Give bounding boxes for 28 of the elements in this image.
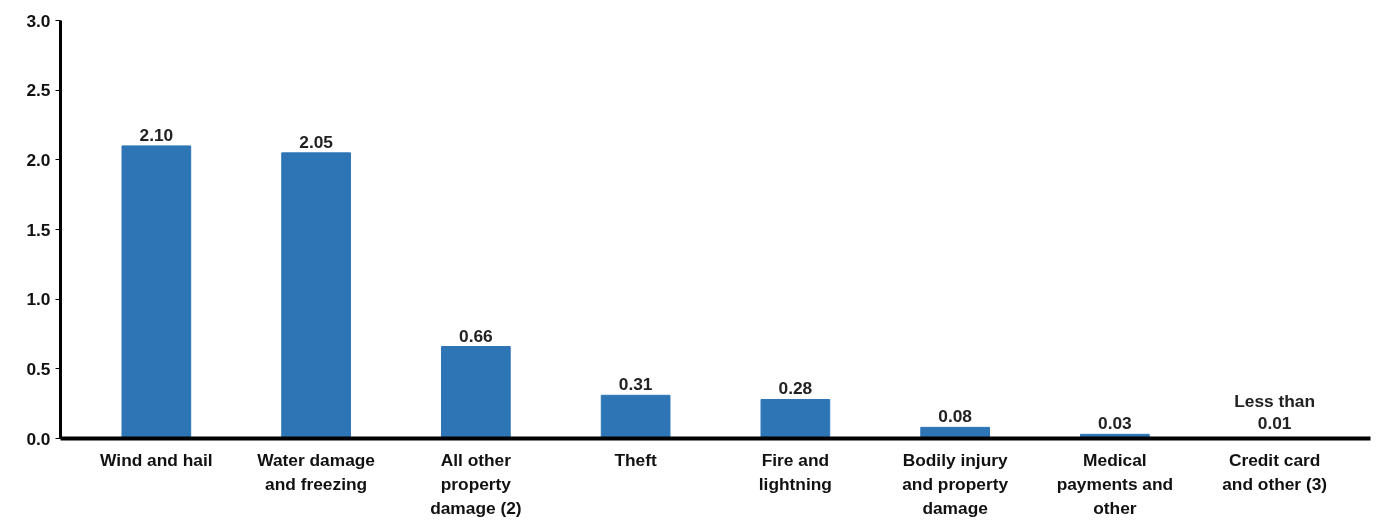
data-label: 2.10 — [139, 124, 174, 145]
data-label: 0.08 — [938, 406, 973, 427]
x-tick-label: Medical payments and other — [1056, 449, 1174, 518]
y-tick-label: 0.0 — [26, 428, 51, 449]
x-tick-label: Wind and hail — [100, 449, 213, 470]
data-label: 0.31 — [618, 374, 653, 395]
y-tick-label: 1.5 — [26, 219, 51, 240]
x-tick-label: All other property damage (2) — [430, 449, 522, 518]
y-tick-label: 1.0 — [26, 289, 51, 310]
data-label: 0.66 — [459, 325, 494, 346]
bar — [600, 394, 671, 439]
bar — [760, 398, 831, 439]
data-label: 2.05 — [299, 131, 334, 152]
bar — [121, 145, 192, 439]
y-tick-label: 0.5 — [26, 358, 51, 379]
y-tick-label: 3.0 — [26, 10, 51, 31]
x-tick-label: Fire and lightning — [758, 449, 832, 494]
bar — [441, 346, 511, 439]
x-tick-label: Credit card and other (3) — [1222, 449, 1328, 494]
y-tick-label: 2.5 — [26, 80, 51, 101]
bar — [281, 152, 351, 439]
x-tick-label: Water damage and freezing — [257, 449, 376, 494]
x-tick-label: Theft — [614, 449, 658, 470]
y-tick-label: 2.0 — [26, 149, 51, 170]
data-label: 0.03 — [1098, 413, 1133, 434]
data-label: 0.28 — [778, 378, 813, 399]
x-tick-label: Bodily injury and property damage — [902, 449, 1009, 518]
data-label: Less than 0.01 — [1234, 390, 1316, 433]
